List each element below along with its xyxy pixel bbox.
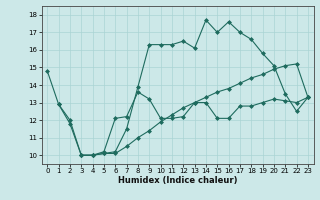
X-axis label: Humidex (Indice chaleur): Humidex (Indice chaleur): [118, 176, 237, 185]
